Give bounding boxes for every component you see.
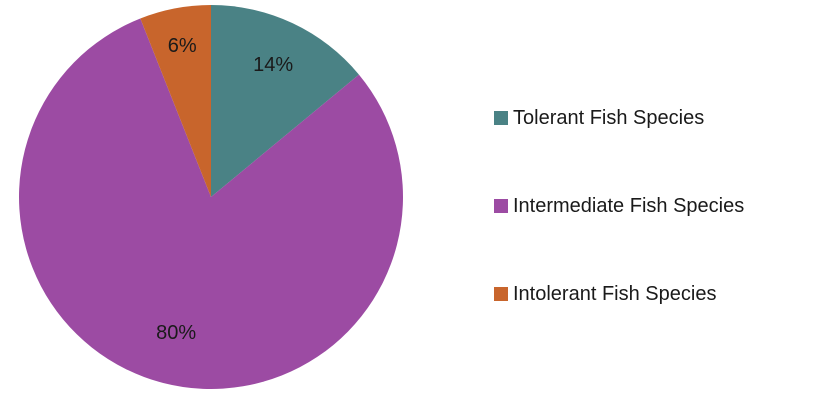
legend-swatch-tolerant-fish-species — [494, 111, 508, 125]
pie-slice-label-intermediate-fish-species: 80% — [156, 322, 196, 344]
pie-slice-intermediate-fish-species — [18, 18, 403, 390]
legend-item-intolerant-fish-species: Intolerant Fish Species — [494, 283, 716, 305]
pie-slice-tolerant-fish-species — [211, 5, 359, 197]
legend-label-tolerant-fish-species: Tolerant Fish Species — [513, 107, 704, 129]
legend-swatch-intolerant-fish-species — [494, 287, 508, 301]
pie-slice-intolerant-fish-species — [140, 4, 211, 197]
legend-label-intermediate-fish-species: Intermediate Fish Species — [513, 195, 744, 217]
pie-slice-labels: 14% 80% 6% — [156, 35, 293, 344]
pie-slices — [18, 4, 403, 390]
legend-swatch-intermediate-fish-species — [494, 199, 508, 213]
legend: Tolerant Fish Species Intermediate Fish S… — [494, 107, 744, 305]
pie-slice-label-intolerant-fish-species: 6% — [168, 35, 197, 57]
legend-item-tolerant-fish-species: Tolerant Fish Species — [494, 107, 704, 129]
legend-item-intermediate-fish-species: Intermediate Fish Species — [494, 195, 744, 217]
pie-slice-label-tolerant-fish-species: 14% — [253, 54, 293, 76]
legend-label-intolerant-fish-species: Intolerant Fish Species — [513, 283, 716, 305]
